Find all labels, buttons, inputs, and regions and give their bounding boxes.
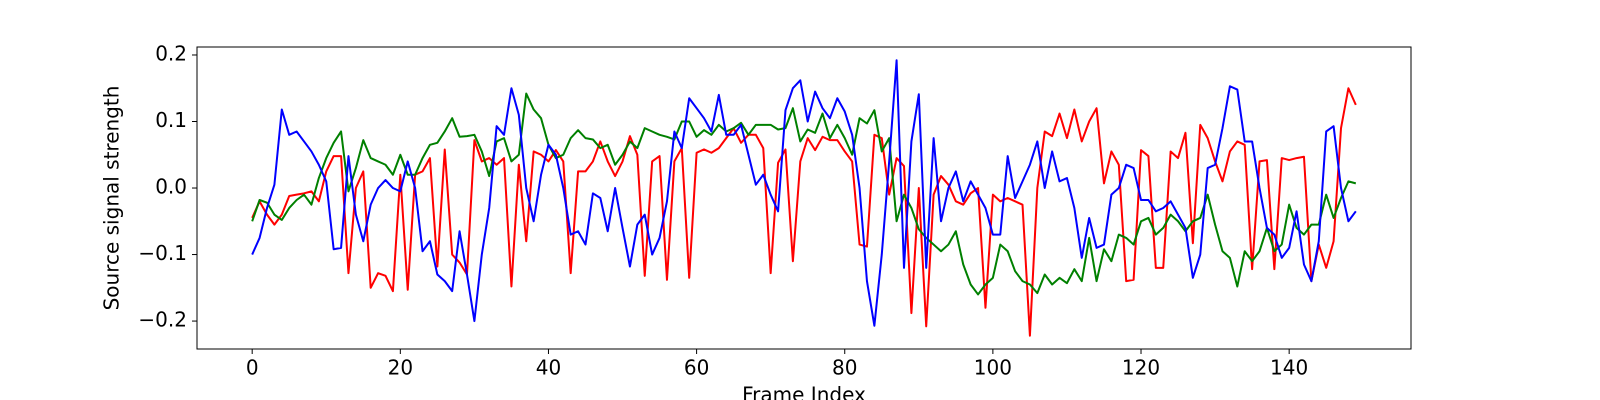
x-tick-label: 100 bbox=[974, 356, 1012, 380]
x-tick-label: 120 bbox=[1122, 356, 1160, 380]
x-tick-label: 0 bbox=[246, 356, 259, 380]
y-tick-label: 0.2 bbox=[155, 41, 187, 65]
x-tick-label: 60 bbox=[684, 356, 709, 380]
x-tick-label: 20 bbox=[388, 356, 413, 380]
series-line bbox=[251, 92, 1357, 296]
y-tick-label: 0.0 bbox=[155, 175, 187, 199]
y-tick-label: 0.1 bbox=[155, 108, 187, 132]
y-axis-label: Source signal strength bbox=[100, 86, 124, 311]
x-tick-label: 140 bbox=[1270, 356, 1308, 380]
x-tick-label: 40 bbox=[536, 356, 561, 380]
x-axis-label: Frame Index bbox=[742, 383, 866, 400]
series-line bbox=[251, 87, 1357, 337]
y-tick-label: −0.1 bbox=[138, 241, 187, 265]
series-line bbox=[251, 59, 1357, 327]
y-tick-label: −0.2 bbox=[138, 308, 187, 332]
plot-frame bbox=[196, 46, 1412, 350]
x-tick-label: 80 bbox=[832, 356, 857, 380]
